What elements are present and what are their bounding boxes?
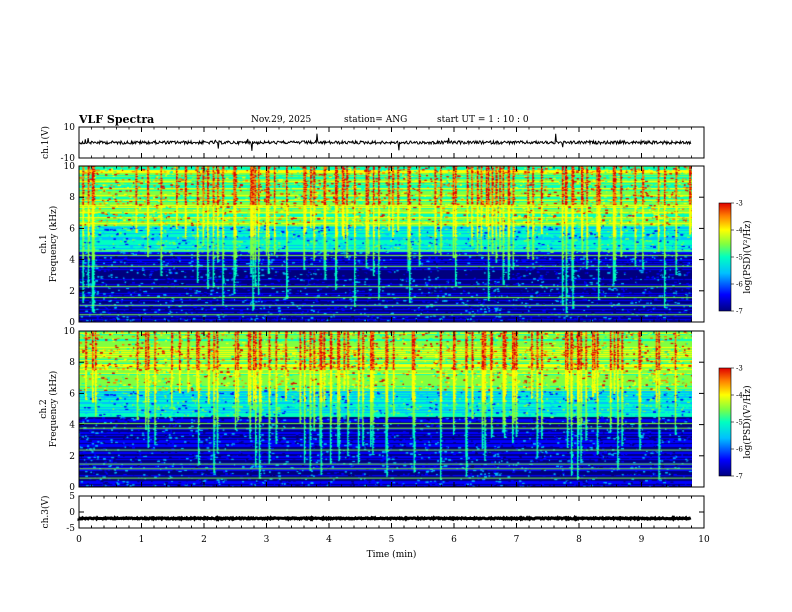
date-label: Nov.29, 2025 bbox=[251, 115, 312, 125]
ch1-spectrogram-colorbar-label-text: log(PSD)(V²/Hz) bbox=[742, 220, 753, 293]
y-tick-label: 10 bbox=[64, 123, 76, 133]
x-tick-label: 4 bbox=[326, 535, 332, 545]
figure-title: VLF Spectra bbox=[79, 113, 155, 126]
ch1-spectrogram-ylabel: ch.1 Frequency (kHz) bbox=[39, 206, 59, 283]
ch2-spectrogram-ylabel-text: ch.2 bbox=[39, 399, 49, 418]
ch1-waveform-ylabel: ch.1(V) bbox=[40, 126, 51, 159]
colorbar-tick-label: -5 bbox=[736, 419, 743, 427]
station-label: station= ANG bbox=[344, 115, 408, 125]
x-tick-label: 10 bbox=[698, 535, 710, 545]
colorbar-tick-label: -6 bbox=[736, 281, 743, 289]
ch3-waveform-ylabel: ch.3(V) bbox=[40, 496, 51, 529]
ch2-spectrogram-colorbar bbox=[718, 367, 732, 477]
ch2-spectrogram-ylabel-text: Frequency (kHz) bbox=[48, 371, 59, 448]
colorbar-tick-label: -5 bbox=[736, 254, 743, 262]
colorbar-tick-label: -3 bbox=[736, 200, 743, 208]
ch2-spectrogram-colorbar-label: log(PSD)(V²/Hz) bbox=[742, 385, 753, 458]
y-tick-label: 4 bbox=[69, 256, 75, 266]
y-tick-label: 6 bbox=[69, 389, 75, 399]
y-tick-label: -10 bbox=[61, 154, 76, 164]
ch1-spectrogram-ylabel-text: Frequency (kHz) bbox=[48, 206, 59, 283]
ch2-spectrogram-image bbox=[79, 331, 692, 487]
y-tick-label: 5 bbox=[69, 492, 75, 502]
y-tick-label: 6 bbox=[69, 224, 75, 234]
ch1-spectrogram-ylabel-text: ch.1 bbox=[39, 234, 49, 253]
y-tick-label: 2 bbox=[69, 452, 75, 462]
x-tick-label: 0 bbox=[76, 535, 82, 545]
y-tick-label: 10 bbox=[64, 327, 76, 337]
colorbar-tick-label: -6 bbox=[736, 446, 743, 454]
x-tick-label: 9 bbox=[639, 535, 645, 545]
colorbar-tick-label: -7 bbox=[736, 308, 743, 316]
ch2-spectrogram-ylabel: ch.2 Frequency (kHz) bbox=[39, 371, 59, 448]
y-tick-label: 4 bbox=[69, 421, 75, 431]
x-tick-label: 8 bbox=[576, 535, 582, 545]
x-tick-label: 7 bbox=[514, 535, 520, 545]
x-tick-label: 1 bbox=[139, 535, 145, 545]
y-tick-label: 0 bbox=[69, 508, 75, 518]
colorbar-tick-label: -4 bbox=[736, 392, 743, 400]
ch1-spectrogram-image bbox=[79, 166, 692, 322]
ch1-spectrogram-colorbar bbox=[718, 202, 732, 312]
colorbar-tick-label: -7 bbox=[736, 473, 743, 481]
ch1-spectrogram-colorbar-label: log(PSD)(V²/Hz) bbox=[742, 220, 753, 293]
y-tick-label: 8 bbox=[69, 358, 75, 368]
y-tick-label: 10 bbox=[64, 162, 76, 172]
y-tick-label: 0 bbox=[69, 318, 75, 328]
colorbar-tick-label: -4 bbox=[736, 227, 743, 235]
ch2-spectrogram-colorbar-label-text: log(PSD)(V²/Hz) bbox=[742, 385, 753, 458]
y-tick-label: 0 bbox=[69, 483, 75, 493]
y-tick-label: 2 bbox=[69, 287, 75, 297]
ch1-waveform-ylabel-text: ch.1(V) bbox=[40, 126, 51, 159]
x-tick-label: 5 bbox=[389, 535, 395, 545]
x-tick-label: 6 bbox=[451, 535, 457, 545]
ch3-waveform-ylabel-text: ch.3(V) bbox=[40, 496, 51, 529]
start-time-label: start UT = 1 : 10 : 0 bbox=[437, 115, 529, 125]
y-tick-label: 8 bbox=[69, 193, 75, 203]
ch1-waveform-trace bbox=[78, 133, 692, 151]
x-tick-label: 3 bbox=[264, 535, 270, 545]
x-tick-label: 2 bbox=[201, 535, 207, 545]
x-axis-label: Time (min) bbox=[367, 549, 417, 560]
y-tick-label: -5 bbox=[66, 524, 75, 534]
ch3-waveform-trace bbox=[77, 514, 692, 522]
colorbar-tick-label: -3 bbox=[736, 365, 743, 373]
